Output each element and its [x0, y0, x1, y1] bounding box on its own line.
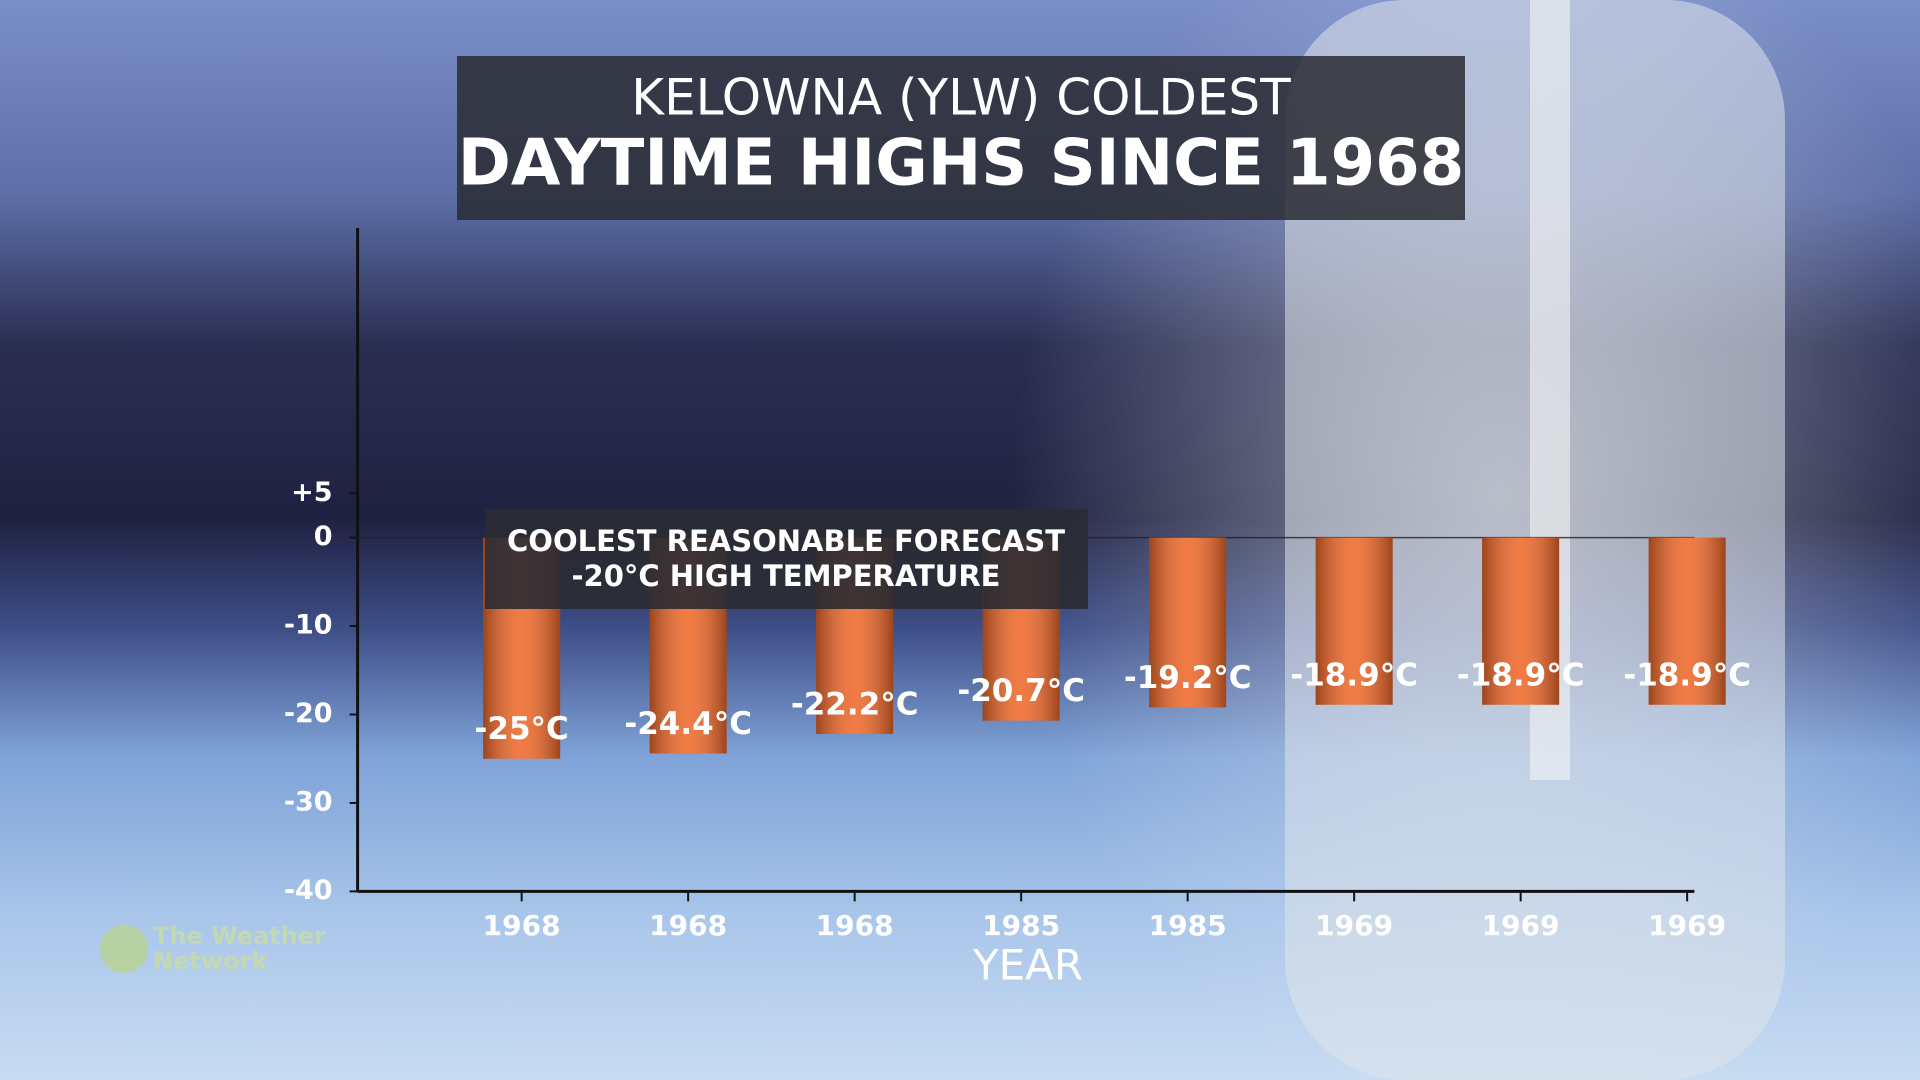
- x-tick-label: 1969: [1648, 909, 1726, 942]
- y-tick-label: -40: [284, 875, 333, 906]
- chart-title: KELOWNA (YLW) COLDEST: [631, 69, 1291, 127]
- y-tick-label: +5: [291, 477, 332, 508]
- x-tick-label: 1969: [1315, 909, 1393, 942]
- bar-shade: [1648, 537, 1726, 705]
- value-label: -22.2°C: [791, 686, 919, 722]
- chart-subtitle: DAYTIME HIGHS SINCE 1968: [458, 127, 1464, 201]
- x-tick-label: 1985: [1149, 909, 1227, 942]
- y-tick-label: -30: [284, 786, 333, 817]
- annotation: COOLEST REASONABLE FORECAST: [507, 524, 1065, 558]
- x-tick-label: 1985: [982, 909, 1060, 942]
- bar-shade: [1315, 537, 1393, 705]
- annotation-box: [485, 509, 1088, 609]
- logo-icon: [100, 925, 148, 973]
- logo-text: The Weather: [153, 922, 326, 950]
- y-tick-label: -10: [284, 610, 333, 641]
- logo-text: Network: [153, 947, 268, 975]
- x-tick-label: 1968: [649, 909, 727, 942]
- value-label: -18.9°C: [1457, 657, 1585, 693]
- x-tick-label: 1968: [816, 909, 894, 942]
- value-label: -19.2°C: [1124, 660, 1252, 696]
- bar-shade: [1482, 537, 1560, 705]
- bar-shade: [1149, 537, 1227, 708]
- annotation: -20°C HIGH TEMPERATURE: [571, 559, 1000, 593]
- title-box: [457, 56, 1465, 220]
- plot: +5 0 -10 -20 -30 -40 1968 -25°C 1968 -24.4°C 1968 -…: [284, 228, 1751, 942]
- value-label: -20.7°C: [957, 673, 1085, 709]
- value-label: -18.9°C: [1290, 657, 1418, 693]
- y-tick-label: -20: [284, 698, 333, 729]
- value-label: -24.4°C: [624, 706, 752, 742]
- value-label: -18.9°C: [1623, 657, 1751, 693]
- value-label: -25°C: [475, 711, 569, 747]
- x-tick-label: 1969: [1482, 909, 1560, 942]
- x-tick-label: 1968: [483, 909, 561, 942]
- y-tick-label: 0: [314, 521, 333, 552]
- x-axis-title: YEAR: [972, 941, 1083, 990]
